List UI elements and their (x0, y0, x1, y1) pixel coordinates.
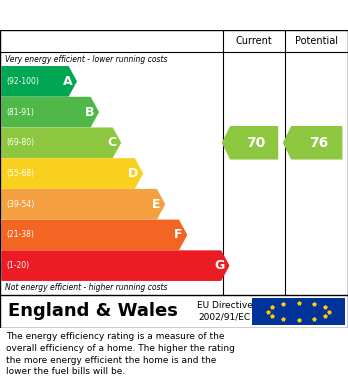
Polygon shape (2, 67, 76, 96)
Text: D: D (128, 167, 139, 180)
Text: Current: Current (236, 36, 272, 46)
Polygon shape (284, 127, 342, 159)
Polygon shape (2, 97, 98, 127)
Text: B: B (85, 106, 94, 118)
Polygon shape (2, 159, 142, 188)
Text: (1-20): (1-20) (6, 261, 29, 270)
Text: (55-68): (55-68) (6, 169, 34, 178)
Text: A: A (63, 75, 72, 88)
Text: F: F (174, 228, 183, 241)
Polygon shape (2, 190, 165, 219)
Text: E: E (152, 198, 160, 211)
Polygon shape (223, 127, 277, 159)
Text: 76: 76 (309, 136, 328, 150)
Polygon shape (2, 220, 187, 249)
Text: (39-54): (39-54) (6, 200, 34, 209)
Text: EU Directive
2002/91/EC: EU Directive 2002/91/EC (197, 301, 252, 321)
Text: Energy Efficiency Rating: Energy Efficiency Rating (8, 7, 229, 23)
Bar (2, 251, 221, 280)
Bar (252, 298, 345, 325)
Text: Very energy efficient - lower running costs: Very energy efficient - lower running co… (5, 55, 167, 64)
Text: Potential: Potential (295, 36, 338, 46)
Text: 70: 70 (246, 136, 266, 150)
Text: G: G (214, 259, 225, 272)
Text: C: C (107, 136, 116, 149)
Polygon shape (2, 128, 120, 158)
Text: England & Wales: England & Wales (8, 303, 178, 321)
Text: (69-80): (69-80) (6, 138, 34, 147)
Text: (92-100): (92-100) (6, 77, 39, 86)
Text: Not energy efficient - higher running costs: Not energy efficient - higher running co… (5, 283, 167, 292)
Text: (81-91): (81-91) (6, 108, 34, 117)
Text: (21-38): (21-38) (6, 230, 34, 239)
Polygon shape (2, 251, 229, 280)
Text: The energy efficiency rating is a measure of the
overall efficiency of a home. T: The energy efficiency rating is a measur… (6, 332, 235, 377)
